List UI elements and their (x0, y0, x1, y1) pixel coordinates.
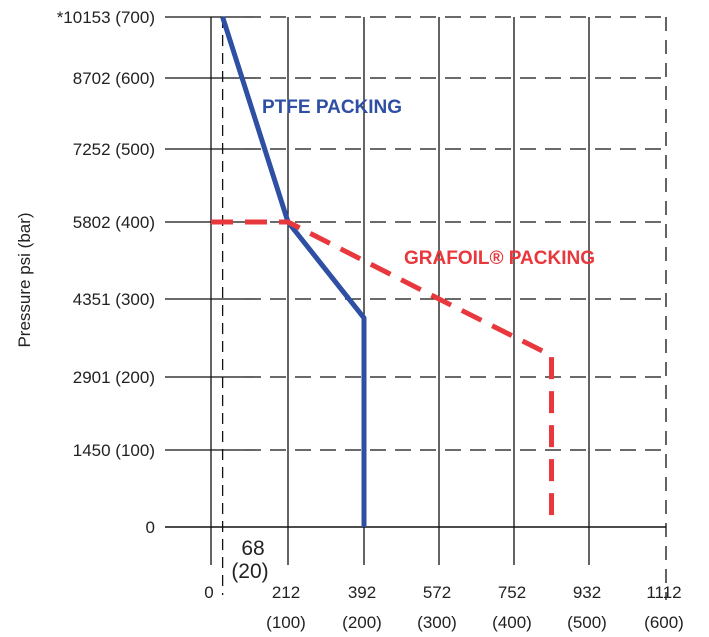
x-tick-label-2: 392 (348, 583, 376, 602)
x-tick-label-6: 1112 (646, 583, 681, 602)
x-tick-sublabel-1: (100) (266, 613, 306, 632)
x-tick-sublabel-6: (600) (644, 613, 684, 632)
chart-grid (165, 17, 666, 600)
y-tick-label-6: 8702 (600) (73, 69, 155, 88)
legend-label-ptfe: PTFE PACKING (262, 97, 402, 118)
x-tick-label-1: 212 (272, 583, 300, 602)
x-tick-label-0: 0 (204, 583, 213, 602)
x-tick-sublabel-3: (300) (417, 613, 457, 632)
x-tick-label-5: 932 (573, 583, 601, 602)
y-axis-tick-labels: 0 1450 (100) 2901 (200) 4351 (300) 5802 (400… (57, 8, 155, 537)
x-tick-label-4: 752 (498, 583, 526, 602)
y-tick-label-5: 7252 (500) (73, 140, 155, 159)
y-tick-label-7: *10153 (700) (57, 8, 155, 27)
x-tick-label-3: 572 (423, 583, 451, 602)
y-tick-label-0: 0 (146, 518, 155, 537)
x-axis-tick-labels: 0 212 (100) 392 (200) 572 (300) 752 (400) 932 (500… (204, 583, 684, 632)
annotation-68: 68 (241, 537, 264, 560)
x-tick-sublabel-5: (500) (567, 613, 607, 632)
x-tick-sublabel-4: (400) (492, 613, 532, 632)
annotation-20: (20) (231, 560, 268, 583)
y-axis-label: Pressure psi (bar) (15, 212, 34, 347)
x-tick-sublabel-2: (200) (342, 613, 382, 632)
y-tick-label-1: 1450 (100) (73, 441, 155, 460)
legend-label-grafoil: GRAFOIL® PACKING (404, 248, 595, 269)
y-tick-label-2: 2901 (200) (73, 368, 155, 387)
y-tick-label-3: 4351 (300) (73, 290, 155, 309)
y-tick-label-4: 5802 (400) (73, 213, 155, 232)
